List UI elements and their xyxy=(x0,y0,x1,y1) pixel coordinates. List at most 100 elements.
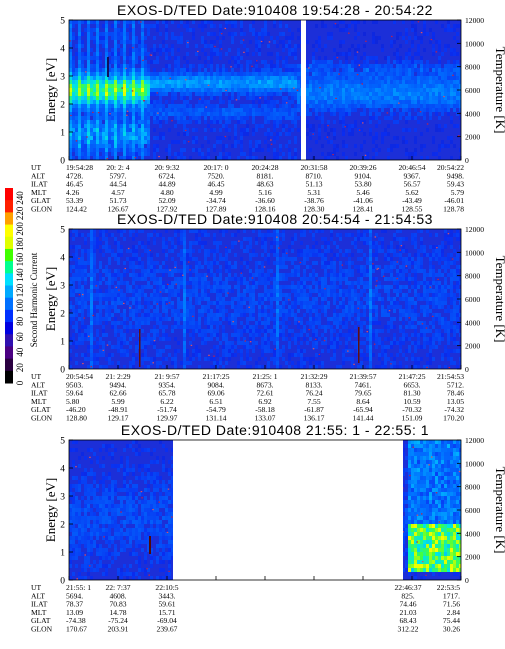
spectrogram-cell xyxy=(279,116,282,120)
spectrogram-cell xyxy=(426,156,429,160)
spectrogram-cell xyxy=(315,337,318,341)
spectrogram-cell xyxy=(141,313,144,317)
spectrogram-cell xyxy=(108,341,111,345)
spectrogram-cell xyxy=(315,72,318,76)
spectrogram-cell xyxy=(111,128,114,132)
spectrogram-cell xyxy=(231,144,234,148)
spectrogram-cell xyxy=(324,80,327,84)
spectrogram-cell xyxy=(381,132,384,136)
spectrogram-cell xyxy=(309,301,312,305)
spectrogram-cell xyxy=(93,297,96,301)
spectrogram-cell xyxy=(69,100,72,104)
spectrogram-cell xyxy=(135,128,138,132)
spectrogram-cell xyxy=(198,229,201,233)
spectrogram-cell xyxy=(252,96,255,100)
spectrogram-cell xyxy=(174,152,177,156)
spectrogram-cell xyxy=(267,92,270,96)
spectrogram-cell xyxy=(132,289,135,293)
spectrogram-cell xyxy=(318,56,321,60)
spectrogram-cell xyxy=(273,156,276,160)
spectrogram-cell xyxy=(72,60,75,64)
spectrogram-cell xyxy=(420,132,423,136)
spectrogram-cell xyxy=(282,313,285,317)
spectrogram-cell xyxy=(78,116,81,120)
spectrogram-cell xyxy=(369,76,372,80)
spectrogram-cell xyxy=(210,48,213,52)
spectrogram-cell xyxy=(189,317,192,321)
spectrogram-cell xyxy=(264,333,267,337)
spectrogram-cell xyxy=(228,277,231,281)
spectrogram-cell xyxy=(213,128,216,132)
spectrogram-cell xyxy=(108,128,111,132)
spectrogram-cell xyxy=(78,36,81,40)
spectrogram-cell xyxy=(450,116,453,120)
spectrogram-cell xyxy=(126,257,129,261)
spectrogram-cell xyxy=(99,120,102,124)
spectrogram-cell xyxy=(252,68,255,72)
spectrogram-cell xyxy=(219,40,222,44)
spectrogram-cell xyxy=(189,333,192,337)
spectrogram-cell xyxy=(228,261,231,265)
spectrogram-cell xyxy=(402,20,405,24)
spectrogram-cell xyxy=(414,88,417,92)
spectrogram-cell xyxy=(276,317,279,321)
spectrogram-cell xyxy=(447,112,450,116)
spectrogram-cell xyxy=(75,249,78,253)
spectrogram-cell xyxy=(135,305,138,309)
spectrogram-cell xyxy=(135,60,138,64)
spectrogram-cell xyxy=(105,48,108,52)
spectrogram-cell xyxy=(291,337,294,341)
spectrogram-cell xyxy=(324,265,327,269)
spectrogram-cell xyxy=(207,281,210,285)
spectrogram-cell xyxy=(372,32,375,36)
spectrogram-cell xyxy=(297,96,300,100)
spectrogram-cell xyxy=(321,88,324,92)
spectrogram-cell xyxy=(123,100,126,104)
spectrogram-cell xyxy=(366,156,369,160)
spectrogram-cell xyxy=(129,52,132,56)
spectrogram-cell xyxy=(156,309,159,313)
spectrogram-cell xyxy=(339,84,342,88)
spectrogram-cell xyxy=(72,72,75,76)
spectrogram-cell xyxy=(102,305,105,309)
spectrogram-cell xyxy=(156,104,159,108)
spectrogram-cell xyxy=(351,80,354,84)
spectrogram-cell xyxy=(339,80,342,84)
spectrogram-cell xyxy=(231,341,234,345)
spectrogram-cell xyxy=(456,52,459,56)
spectrogram-cell xyxy=(123,84,126,88)
spectrogram-cell xyxy=(357,88,360,92)
spectrogram-cell xyxy=(144,301,147,305)
info-cell: 5.16 xyxy=(258,188,271,197)
spectrogram-cell xyxy=(297,365,300,369)
spectrogram-cell xyxy=(261,124,264,128)
spectrogram-cell xyxy=(168,293,171,297)
spectrogram-cell xyxy=(291,269,294,273)
spectrogram-cell xyxy=(150,76,153,80)
spectrogram-cell xyxy=(321,261,324,265)
spectrogram-cell xyxy=(405,108,408,112)
spectrogram-cell xyxy=(120,108,123,112)
spectrogram-cell xyxy=(231,20,234,24)
spectrogram-cell xyxy=(225,249,228,253)
spectrogram-cell xyxy=(120,333,123,337)
spectrogram-cell xyxy=(183,237,186,241)
spectrogram-cell xyxy=(249,333,252,337)
spectrogram-cell xyxy=(276,56,279,60)
spectrogram-cell xyxy=(288,152,291,156)
spectrogram-cell xyxy=(264,92,267,96)
spectrogram-cell xyxy=(249,297,252,301)
spectrogram-cell xyxy=(189,277,192,281)
spectrogram-cell xyxy=(84,100,87,104)
spectrogram-cell xyxy=(156,261,159,265)
spectrogram-cell xyxy=(309,253,312,257)
spectrogram-cell xyxy=(114,273,117,277)
spectrogram-cell xyxy=(198,80,201,84)
spectrogram-cell xyxy=(363,132,366,136)
spectrogram-cell xyxy=(129,233,132,237)
spectrogram-cell xyxy=(213,253,216,257)
spectrogram-cell xyxy=(81,321,84,325)
spectrogram-cell xyxy=(294,237,297,241)
spectrogram-cell xyxy=(405,40,408,44)
spectrogram-cell xyxy=(297,269,300,273)
